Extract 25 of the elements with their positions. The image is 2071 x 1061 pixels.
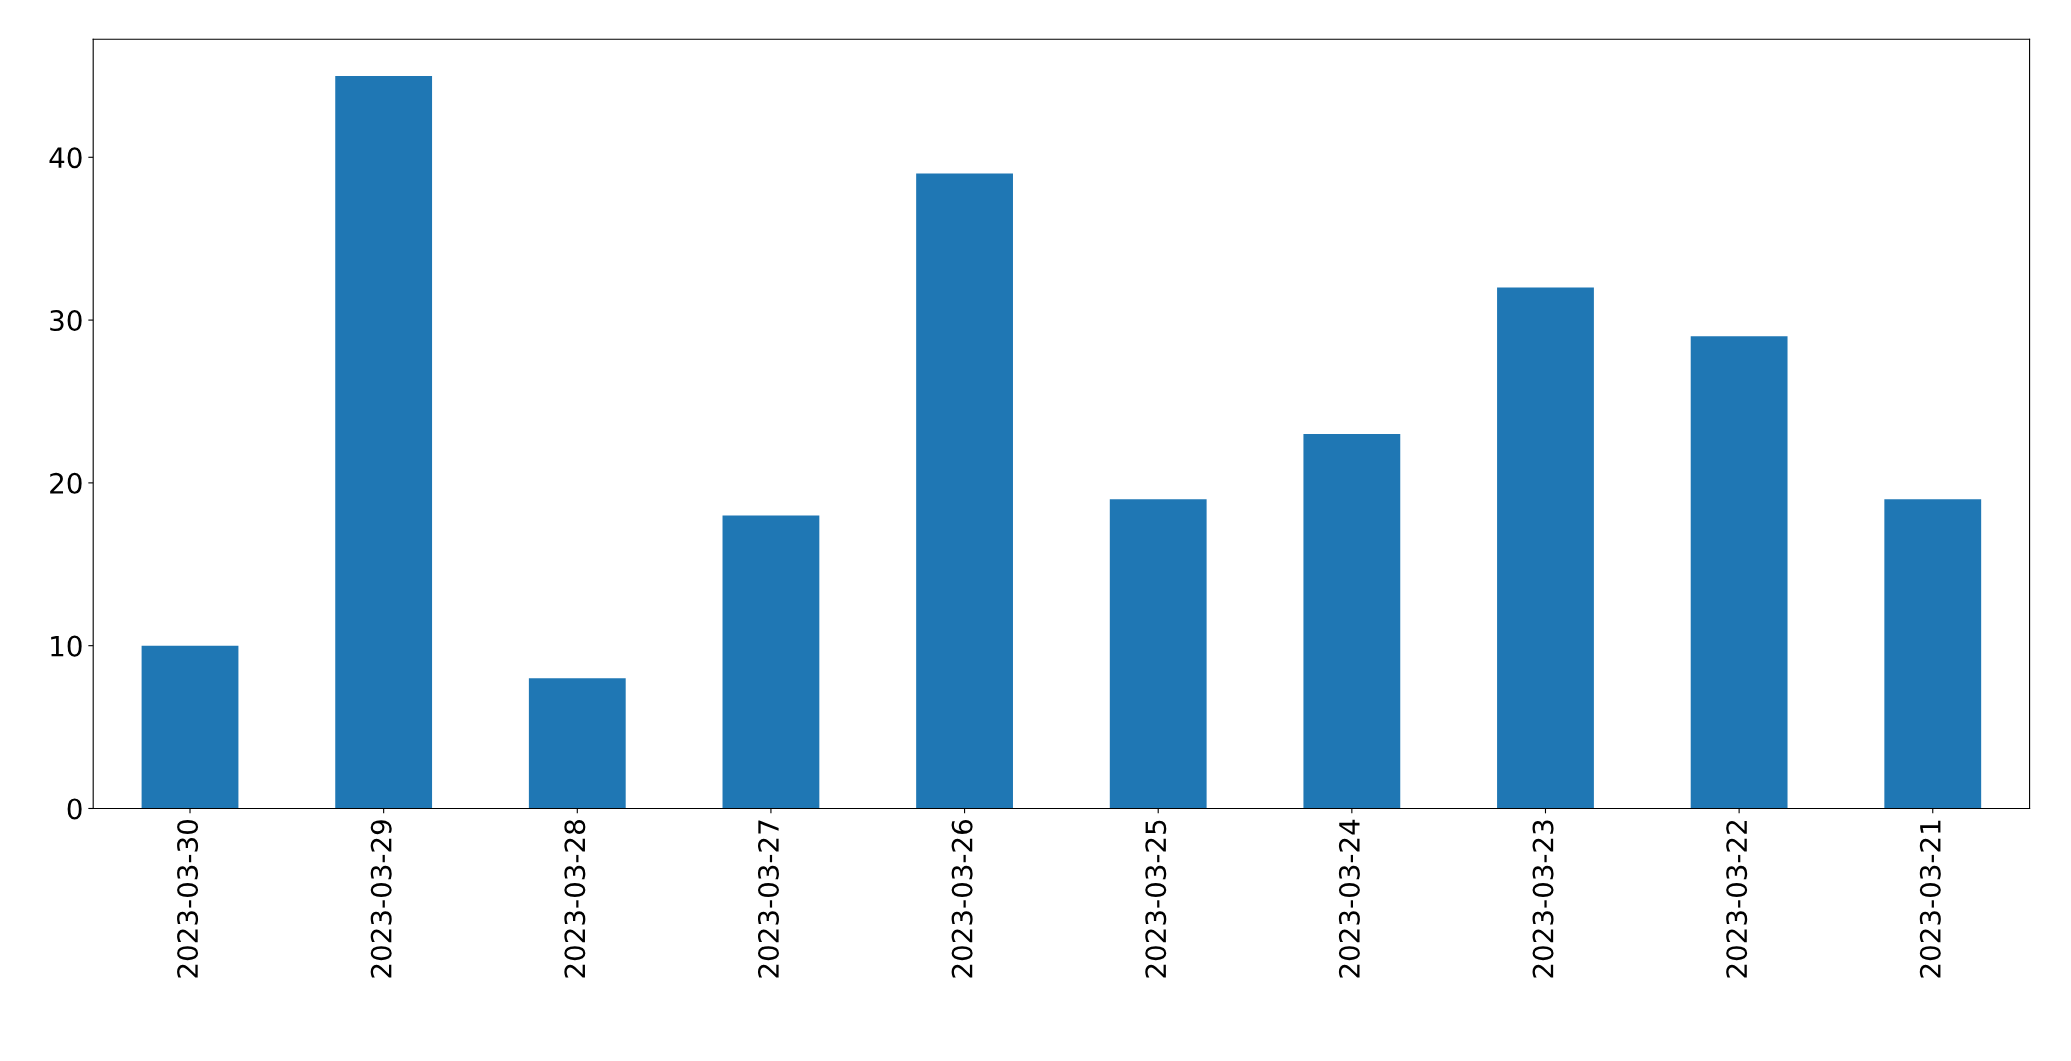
bar (1109, 499, 1207, 809)
x-tick-label: 2023-03-28 (564, 820, 586, 978)
bar (1884, 499, 1982, 809)
x-tick-label: 2023-03-30 (177, 820, 199, 978)
x-tick-label: 2023-03-25 (1145, 820, 1167, 978)
x-tick-label: 2023-03-22 (1726, 820, 1748, 978)
x-tick-label: 2023-03-29 (370, 820, 392, 978)
y-tick-label: 30 (50, 310, 82, 332)
bar (141, 645, 239, 809)
x-tick-label: 2023-03-23 (1532, 820, 1554, 978)
y-tick-label: 0 (67, 798, 82, 820)
bar (335, 75, 433, 809)
y-tick-label: 20 (50, 472, 82, 494)
y-tick-label: 40 (49, 147, 82, 169)
x-tick-label: 2023-03-27 (757, 820, 779, 978)
x-tick-label: 2023-03-24 (1338, 819, 1360, 978)
y-tick-label: 10 (51, 635, 82, 657)
bar (1303, 434, 1401, 809)
bar (528, 678, 626, 809)
x-tick-label: 2023-03-21 (1919, 820, 1941, 978)
bar (1690, 336, 1788, 809)
bar (1497, 287, 1594, 809)
bar (916, 173, 1013, 809)
x-tick-label: 2023-03-26 (951, 819, 973, 978)
bar (722, 515, 820, 809)
